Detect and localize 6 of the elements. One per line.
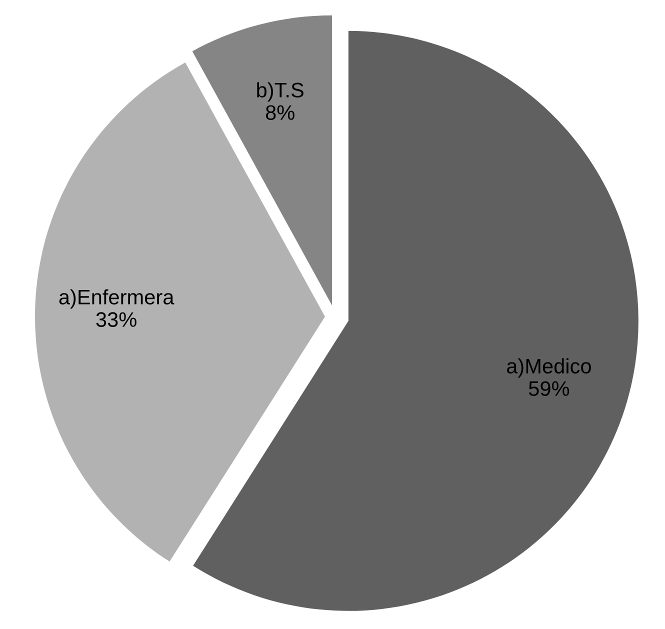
slice-label: a)Medico (507, 358, 591, 378)
data-label: 59% (528, 381, 570, 396)
slice-label: b)T.S (257, 82, 304, 102)
data-label: 8% (266, 105, 294, 120)
data-label: 33% (96, 312, 136, 327)
slice-label: a)Enfermera (59, 289, 174, 309)
